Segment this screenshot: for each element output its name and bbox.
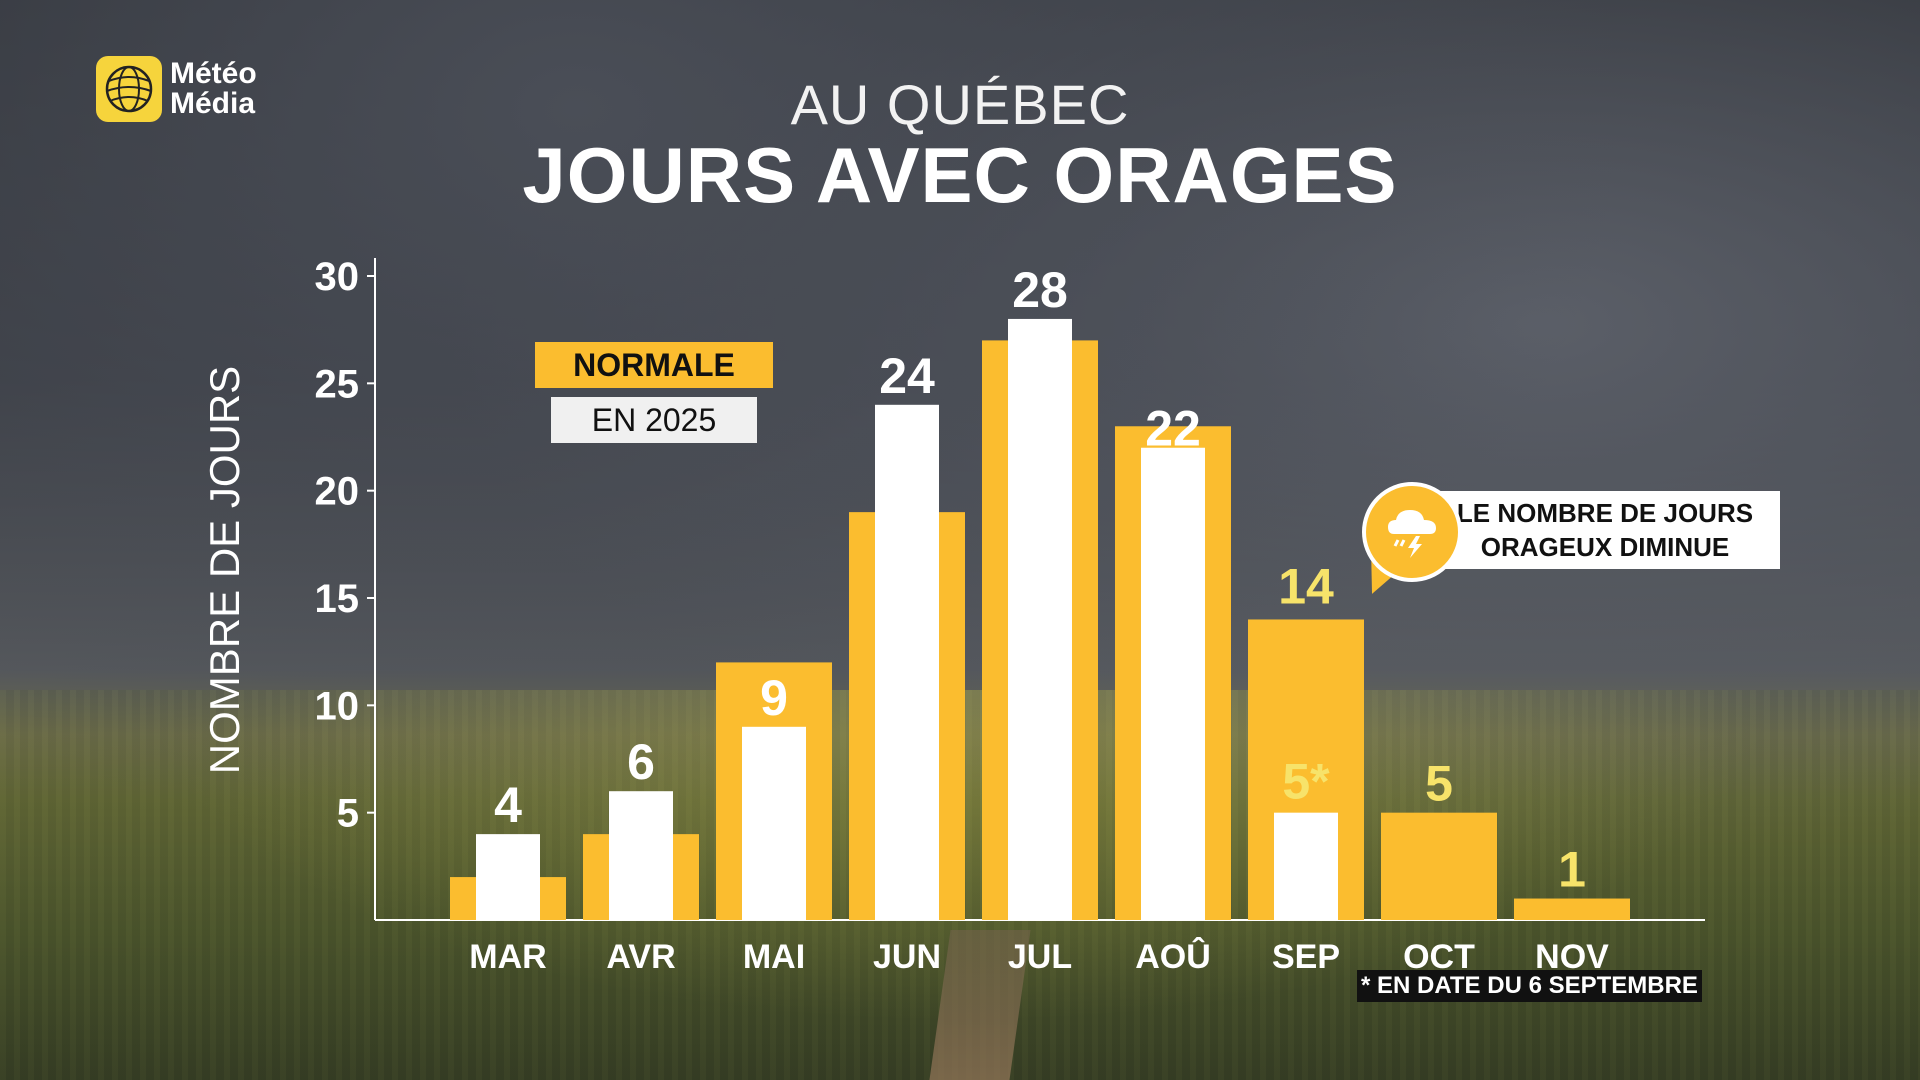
bar-2025 <box>609 791 673 920</box>
y-tick-label: 20 <box>315 470 360 514</box>
brand-logo: Météo Média <box>96 56 257 122</box>
x-tick-label: NOV <box>1535 938 1609 976</box>
chart-title: JOURS AVEC ORAGES <box>522 131 1398 219</box>
data-label: 5* <box>1282 754 1330 810</box>
data-label: 1 <box>1558 842 1586 898</box>
x-tick-label: AVR <box>606 938 675 976</box>
x-tick-label: JUL <box>1008 938 1072 976</box>
y-tick-label: 15 <box>315 577 360 621</box>
data-label: 6 <box>627 734 655 790</box>
y-tick-label: 25 <box>315 362 360 406</box>
data-label: 22 <box>1145 401 1201 457</box>
data-label: 24 <box>879 348 935 404</box>
data-label: 5 <box>1425 756 1453 812</box>
callout-line1: LE NOMBRE DE JOURS <box>1456 498 1754 528</box>
data-label: 28 <box>1012 262 1068 318</box>
y-tick-label: 5 <box>337 792 359 836</box>
bar-normale <box>1381 812 1497 920</box>
footnote: * EN DATE DU 6 SEPTEMBRE <box>1357 970 1702 1002</box>
data-label: 4 <box>494 777 522 833</box>
chart-subtitle: AU QUÉBEC <box>790 73 1130 136</box>
y-tick-label: 30 <box>315 255 360 299</box>
globe-icon <box>96 56 162 122</box>
legend-2025: EN 2025 <box>551 397 757 443</box>
legend-normale: NORMALE <box>535 342 773 388</box>
brand-name-line1: Météo <box>170 57 257 90</box>
bar-2025 <box>1141 447 1205 920</box>
x-tick-label: MAI <box>743 938 805 976</box>
y-tick-label: 10 <box>315 684 360 728</box>
bar-2025 <box>1008 318 1072 920</box>
data-label-normale: 14 <box>1278 558 1334 614</box>
x-tick-label: JUN <box>873 938 941 976</box>
bar-normale <box>1514 898 1630 920</box>
brand-name-line2: Média <box>170 87 256 120</box>
x-tick-label: SEP <box>1272 938 1340 976</box>
x-tick-label: MAR <box>469 938 546 976</box>
storm-cloud-icon <box>1362 482 1462 582</box>
x-tick-label: OCT <box>1403 938 1475 976</box>
bar-2025 <box>476 834 540 920</box>
x-tick-label: AOÛ <box>1135 937 1211 976</box>
bar-2025 <box>742 726 806 920</box>
data-label: 9 <box>760 670 788 726</box>
brand-name: Météo Média <box>170 59 257 119</box>
bar-2025 <box>875 404 939 920</box>
callout-line2: ORAGEUX DIMINUE <box>1480 532 1730 562</box>
bar-2025 <box>1274 812 1338 920</box>
callout-box: LE NOMBRE DE JOURS ORAGEUX DIMINUE <box>1430 491 1780 569</box>
